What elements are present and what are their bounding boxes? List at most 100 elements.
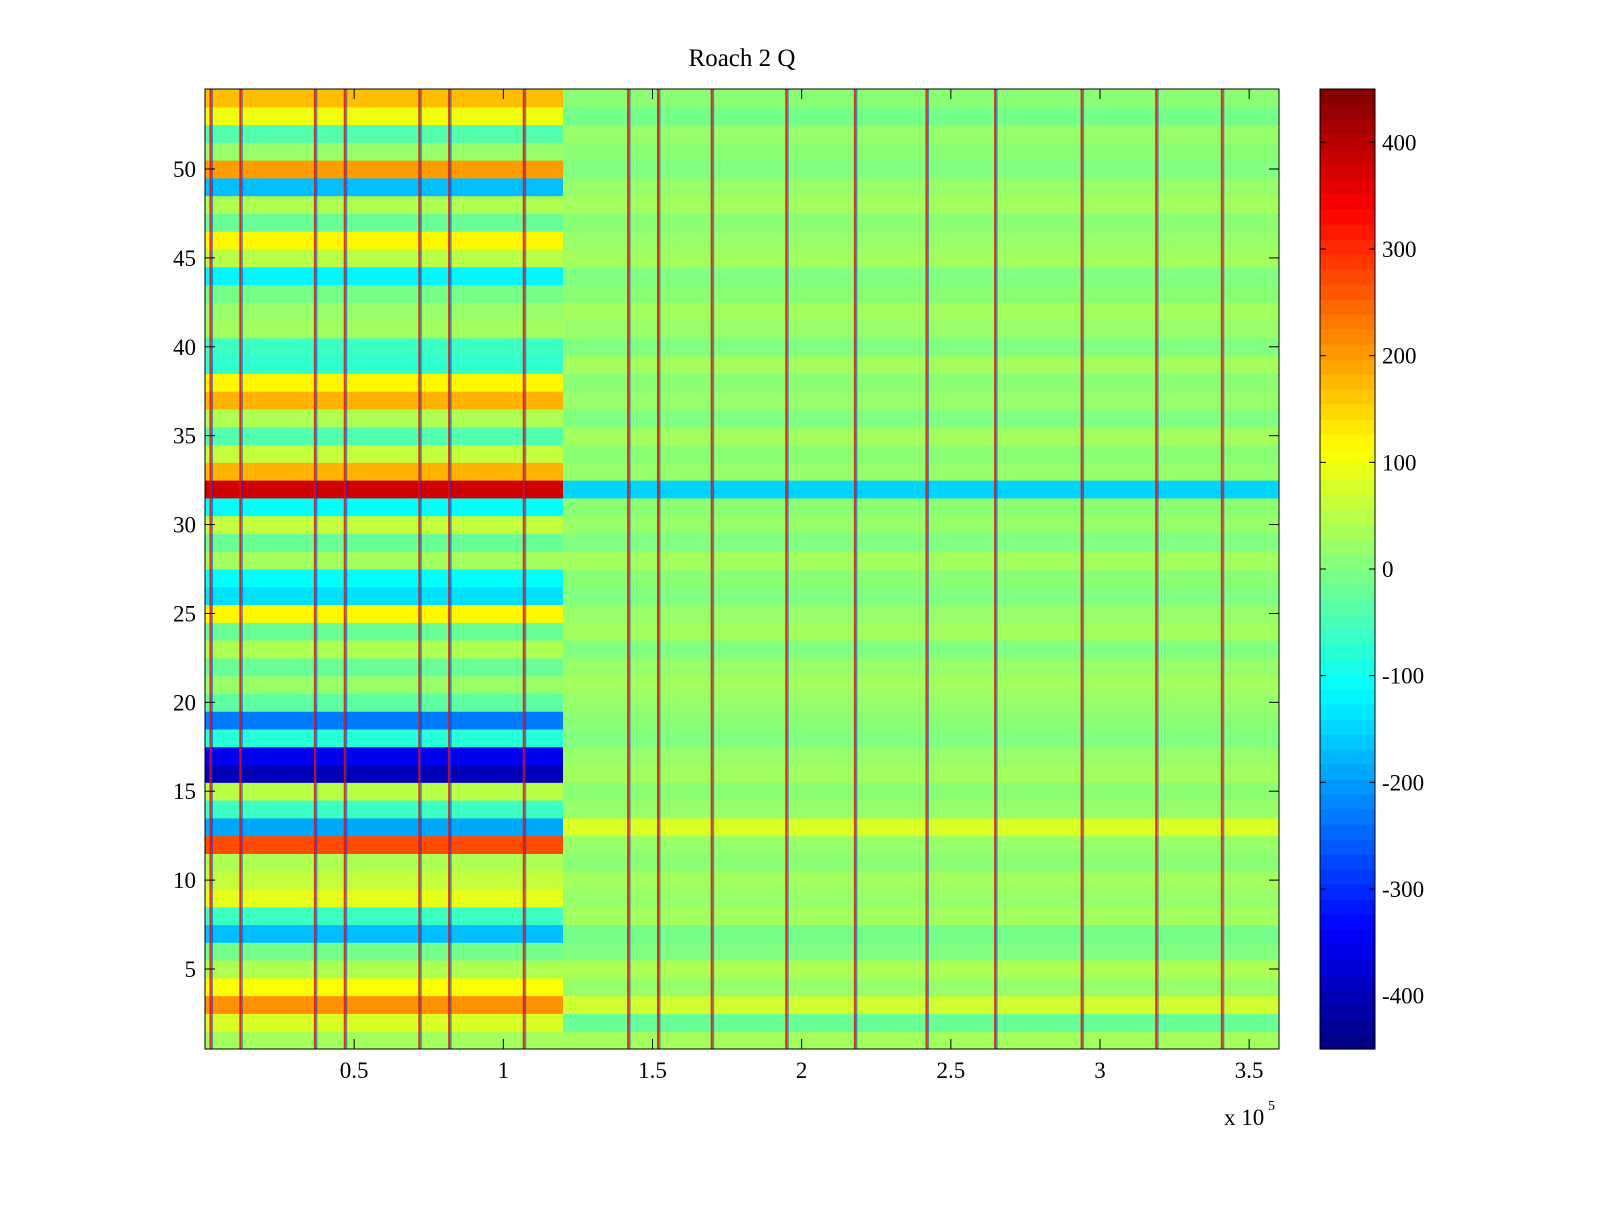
colorbar-swatch <box>1320 509 1375 525</box>
heatmap-cell <box>563 444 1279 463</box>
stripe-blue <box>1082 89 1085 1049</box>
heatmap-cell <box>205 1013 563 1032</box>
heatmap-cell <box>205 657 563 677</box>
stripe-red <box>239 89 242 1049</box>
stripe-red <box>448 89 451 1049</box>
stripe-red <box>313 89 316 1049</box>
heatmap-cell <box>205 426 563 446</box>
heatmap-cell <box>563 480 1279 499</box>
colorbar-swatch <box>1320 569 1375 585</box>
colorbar-swatch <box>1320 419 1375 435</box>
colorbar-swatch <box>1320 359 1375 375</box>
heatmap-cell <box>563 569 1279 588</box>
heatmap-cell <box>563 675 1279 694</box>
heatmap-cell <box>563 782 1279 801</box>
heatmap-cell <box>563 604 1279 623</box>
colorbar-swatch <box>1320 974 1375 990</box>
heatmap-cell <box>205 551 563 570</box>
colorbar-swatch <box>1320 149 1375 165</box>
colorbar-swatch <box>1320 674 1375 690</box>
heatmap-cell <box>563 1013 1279 1032</box>
stripe-red <box>1220 89 1223 1049</box>
heatmap-cell <box>205 1031 563 1050</box>
colorbar-swatch <box>1320 104 1375 120</box>
colorbar-swatch <box>1320 959 1375 975</box>
colorbar-swatch <box>1320 449 1375 465</box>
heatmap-cell <box>563 995 1279 1014</box>
colorbar-swatch <box>1320 869 1375 885</box>
stripe-blue <box>629 89 631 1049</box>
heatmap-cell <box>205 337 563 357</box>
heatmap-cell <box>205 213 563 232</box>
colorbar-swatch <box>1320 779 1375 795</box>
heatmap-cell <box>205 622 563 641</box>
x-multiplier-label: x 10 <box>1224 1105 1264 1130</box>
x-tick-label: 3.5 <box>1235 1058 1264 1083</box>
colorbar-swatch <box>1320 239 1375 255</box>
heatmap-cell <box>205 497 563 517</box>
stripe-red <box>853 89 856 1049</box>
colorbar-swatch <box>1320 584 1375 600</box>
colorbar-swatch <box>1320 479 1375 495</box>
stripe-blue <box>524 89 527 1049</box>
x-multiplier-exponent: 5 <box>1268 1099 1275 1114</box>
x-tick-label: 1.5 <box>638 1058 667 1083</box>
heatmap-cell <box>563 906 1279 926</box>
colorbar-swatch <box>1320 899 1375 915</box>
stripe-red <box>710 89 713 1049</box>
stripe-red <box>925 89 928 1049</box>
colorbar-swatch <box>1320 554 1375 570</box>
stripe-blue <box>927 89 929 1049</box>
heatmap-cell <box>205 960 563 979</box>
heatmap-cell <box>563 462 1279 481</box>
heatmap-cell <box>563 817 1279 837</box>
heatmap-cell <box>205 782 563 801</box>
heatmap-cell <box>563 284 1279 303</box>
colorbar-swatch <box>1320 119 1375 135</box>
y-tick-label: 40 <box>173 335 196 360</box>
heatmap-cell <box>563 177 1279 197</box>
stripe-red <box>522 89 525 1049</box>
heatmap-cell <box>563 391 1279 410</box>
heatmap-cell <box>563 195 1279 214</box>
x-tick-label: 1 <box>498 1058 510 1083</box>
heatmap-cell <box>205 515 563 534</box>
colorbar-swatch <box>1320 314 1375 330</box>
y-tick-label: 10 <box>173 868 196 893</box>
heatmap-cell <box>205 355 563 374</box>
heatmap-cell <box>563 89 1279 108</box>
colorbar-swatch <box>1320 944 1375 960</box>
heatmap-cell <box>205 249 563 268</box>
colorbar-swatch <box>1320 179 1375 195</box>
colorbar-swatch <box>1320 284 1375 300</box>
stripe-blue <box>450 89 452 1049</box>
colorbar-swatch <box>1320 254 1375 270</box>
heatmap-cell <box>563 409 1279 428</box>
colorbar-swatch <box>1320 134 1375 150</box>
heatmap-cell <box>563 266 1279 286</box>
colorbar-tick-label: -400 <box>1382 984 1424 1009</box>
heatmap-cell <box>563 711 1279 730</box>
heatmap-cell <box>205 160 563 179</box>
heatmap-cell <box>563 373 1279 392</box>
heatmap-cell <box>205 817 563 837</box>
heatmap-cell <box>205 106 563 126</box>
colorbar-swatch <box>1320 434 1375 450</box>
colorbar-swatch <box>1320 464 1375 480</box>
colorbar-tick-label: 200 <box>1382 344 1417 369</box>
heatmap-cell <box>205 977 563 997</box>
heatmap-cell <box>563 746 1279 766</box>
heatmap-cell <box>563 924 1279 943</box>
colorbar-swatch <box>1320 929 1375 945</box>
stripe-red <box>627 89 630 1049</box>
colorbar-swatch <box>1320 344 1375 360</box>
stripe-red <box>209 89 212 1049</box>
heatmap-cell <box>205 373 563 392</box>
colorbar-swatch <box>1320 89 1375 105</box>
heatmap-cell <box>563 622 1279 641</box>
colorbar-swatch <box>1320 1004 1375 1020</box>
heatmap-cell <box>205 302 563 321</box>
colorbar-swatch <box>1320 269 1375 285</box>
stripe-red <box>785 89 788 1049</box>
